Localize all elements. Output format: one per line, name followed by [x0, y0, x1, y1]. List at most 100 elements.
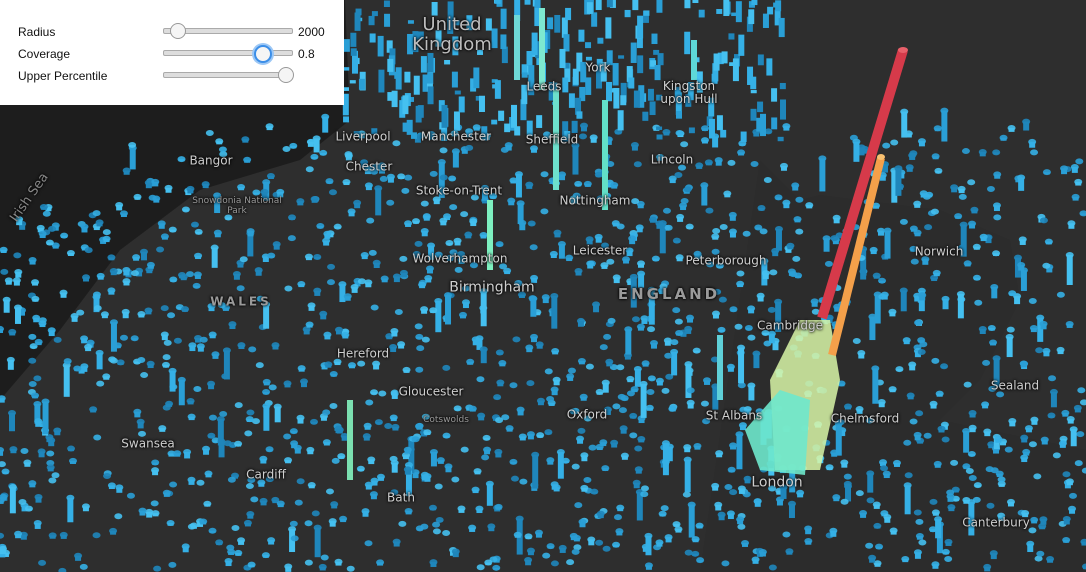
hex-cell — [935, 390, 944, 397]
hex-cell — [524, 556, 533, 563]
hex-cell — [442, 432, 451, 439]
hex-cell — [878, 277, 887, 284]
hex-cell — [737, 149, 746, 156]
hex-cell — [684, 325, 693, 332]
hex-cell — [603, 333, 612, 340]
hex-column — [551, 296, 558, 329]
hex-cell — [0, 493, 8, 500]
hex-cell — [187, 476, 196, 483]
control-value: 0.8 — [298, 47, 315, 61]
hex-column — [738, 347, 745, 384]
hex-cell — [601, 379, 610, 386]
hex-cell — [631, 198, 640, 205]
hex-cell — [661, 387, 670, 394]
slider-thumb[interactable] — [254, 45, 272, 63]
hex-column — [869, 316, 876, 341]
hex-cell — [1030, 516, 1039, 523]
hex-cell — [566, 559, 575, 566]
hex-cell — [536, 432, 545, 439]
place-label: Bangor — [189, 153, 233, 168]
hex-column — [757, 54, 764, 66]
hex-column — [402, 95, 409, 115]
hex-cell — [59, 289, 68, 296]
hex-cell — [589, 134, 598, 141]
hex-cell — [307, 481, 316, 488]
hex-cell — [196, 343, 205, 350]
hex-column — [391, 90, 398, 108]
hex-cell — [271, 342, 280, 349]
hex-column — [591, 12, 598, 27]
hex-cell — [256, 295, 265, 302]
hex-cell — [164, 184, 173, 191]
hex-column — [712, 386, 719, 410]
hex-cell — [480, 184, 489, 191]
hex-column — [1023, 121, 1030, 131]
hex-cell — [335, 326, 344, 333]
hex-column — [387, 58, 394, 72]
hex-cell — [578, 133, 587, 140]
hex-cell — [168, 561, 177, 568]
hex-cell — [268, 384, 277, 391]
hex-cell — [1033, 473, 1042, 480]
hex-column — [343, 116, 350, 123]
hex-cell — [442, 364, 451, 371]
hex-cell — [902, 337, 911, 344]
hex-column — [895, 168, 902, 196]
slider[interactable] — [163, 23, 293, 39]
hex-cell — [153, 565, 162, 572]
hex-cell — [913, 431, 922, 438]
hex-column — [408, 439, 415, 474]
hex-cell — [692, 347, 701, 354]
hex-cell — [415, 333, 424, 340]
hex-cell — [483, 446, 492, 453]
hex-column — [274, 406, 281, 423]
hex-cell — [493, 394, 502, 401]
hex-cell — [890, 139, 899, 146]
hex-cell — [415, 423, 424, 430]
hex-cell — [234, 402, 243, 409]
hex-cell — [432, 196, 441, 203]
hex-cell — [177, 156, 186, 163]
hex-cell — [1034, 555, 1043, 562]
hex-cell — [580, 484, 589, 491]
hex-cell — [186, 185, 195, 192]
hex-cell — [338, 281, 347, 288]
hex-column — [358, 78, 365, 90]
hex-cell — [1028, 527, 1037, 534]
hex-cell — [288, 214, 297, 221]
hex-cell — [495, 417, 504, 424]
slider[interactable] — [163, 67, 294, 83]
hex-cell — [33, 400, 42, 407]
hex-column — [628, 77, 635, 89]
hex-cell — [0, 532, 5, 539]
hex-column — [247, 233, 254, 257]
hex-cell — [574, 268, 583, 275]
slider[interactable] — [163, 45, 293, 63]
hex-cell — [357, 360, 366, 367]
slider-thumb[interactable] — [170, 23, 186, 39]
hex-column — [402, 122, 409, 132]
hex-cell — [550, 560, 559, 567]
hex-column — [530, 298, 537, 317]
hex-cell — [1082, 563, 1086, 570]
hex-column — [478, 95, 485, 113]
hex-cell — [316, 222, 325, 229]
hex-cell — [39, 203, 48, 210]
hex-column — [452, 151, 459, 168]
hex-cell — [957, 244, 966, 251]
hex-cell — [1056, 291, 1065, 298]
slider-thumb[interactable] — [278, 67, 294, 83]
hex-column — [561, 17, 568, 38]
hex-column — [941, 110, 948, 142]
hex-cell — [892, 459, 901, 466]
hex-cell — [8, 484, 17, 491]
hex-cell — [704, 159, 713, 166]
hex-cell — [519, 478, 528, 485]
hex-cell — [38, 559, 47, 566]
hex-cell — [993, 214, 1002, 221]
hex-cell — [728, 211, 737, 218]
hex-column — [942, 298, 949, 310]
hex-cell — [219, 151, 228, 158]
hex-cell — [962, 463, 971, 470]
hex-cell — [700, 137, 709, 144]
